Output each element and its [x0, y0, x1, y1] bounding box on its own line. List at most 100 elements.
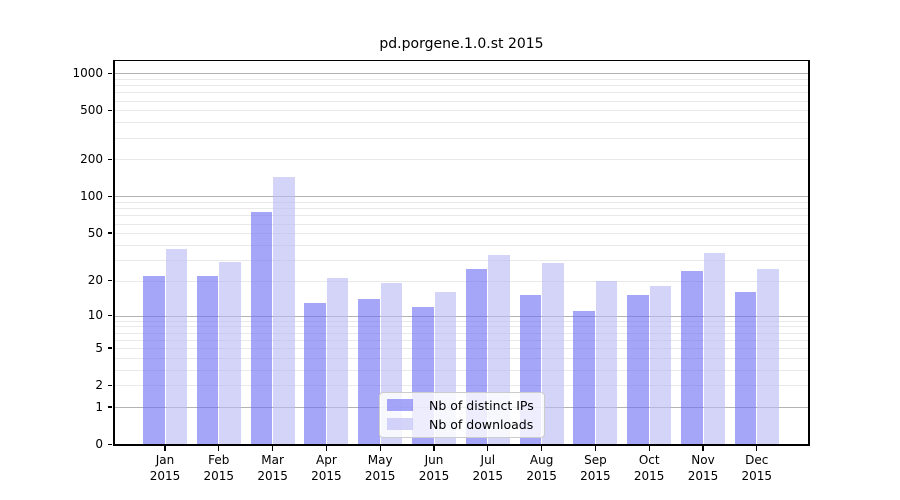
bar-downloads-jan: [165, 248, 187, 445]
minor-gridline: [114, 137, 809, 139]
bar-distinct-ips-nov: [681, 271, 703, 445]
minor-gridline: [114, 320, 809, 322]
minor-gridline: [114, 332, 809, 334]
minor-gridline: [114, 233, 809, 235]
minor-gridline: [114, 357, 809, 359]
minor-gridline: [114, 223, 809, 225]
x-tick: [756, 446, 758, 451]
bar-distinct-ips-mar: [250, 211, 273, 445]
y-tick: [107, 406, 112, 408]
minor-gridline: [114, 259, 809, 261]
minor-gridline: [114, 369, 809, 371]
x-tick: [648, 446, 650, 451]
minor-gridline: [114, 100, 809, 102]
minor-gridline: [114, 385, 809, 387]
bar-distinct-ips-apr: [304, 302, 326, 445]
legend-label: Nb of distinct IPs: [429, 397, 534, 413]
bar-distinct-ips-may: [358, 298, 380, 445]
y-tick-label: 100: [80, 188, 103, 203]
y-tick-label: 1: [95, 399, 103, 414]
y-tick: [107, 72, 112, 74]
legend-swatch-distinct-ips: [387, 399, 413, 411]
y-tick: [107, 109, 112, 112]
y-tick-label: 20: [87, 273, 103, 288]
minor-gridline: [114, 110, 809, 112]
y-tick: [107, 232, 112, 234]
x-tick: [271, 446, 274, 451]
x-tick: [433, 446, 435, 451]
x-tick: [702, 446, 704, 451]
x-tick-label: Sep 2015: [580, 452, 611, 484]
minor-gridline: [114, 215, 809, 217]
chart-title: pd.porgene.1.0.st 2015: [379, 36, 544, 52]
bar-downloads-dec: [757, 269, 779, 445]
bar-downloads-sep: [595, 280, 618, 445]
legend: Nb of distinct IPs Nb of downloads: [379, 391, 545, 438]
y-tick-label: 200: [80, 151, 103, 166]
x-tick: [379, 446, 381, 451]
legend-swatch-downloads: [387, 418, 413, 430]
major-gridline: [114, 73, 809, 75]
x-tick-label: Jul 2015: [472, 452, 504, 484]
x-tick: [218, 446, 220, 451]
x-tick: [164, 446, 166, 451]
x-tick-label: Jan 2015: [149, 452, 181, 484]
minor-gridline: [114, 326, 809, 328]
minor-gridline: [114, 244, 809, 246]
bar-downloads-nov: [703, 253, 725, 445]
x-tick-label: Dec 2015: [741, 452, 773, 484]
bar-distinct-ips-feb: [196, 275, 219, 445]
bar-distinct-ips-jan: [143, 275, 165, 445]
y-tick: [107, 384, 112, 386]
x-tick: [540, 446, 543, 451]
y-tick: [107, 195, 112, 198]
minor-gridline: [114, 85, 809, 87]
y-tick: [107, 280, 112, 282]
major-gridline: [114, 196, 809, 198]
minor-gridline: [114, 78, 809, 80]
minor-gridline: [114, 202, 809, 204]
bar-downloads-oct: [649, 286, 672, 445]
y-tick: [107, 158, 112, 161]
legend-item-distinct-ips: Nb of distinct IPs: [380, 398, 544, 413]
x-tick-label: May 2015: [364, 452, 396, 484]
x-tick-label: Mar 2015: [257, 452, 288, 484]
bar-distinct-ips-sep: [573, 310, 595, 445]
minor-gridline: [114, 280, 809, 282]
minor-gridline: [114, 208, 809, 210]
spine-left: [113, 59, 115, 446]
x-tick: [487, 446, 489, 451]
minor-gridline: [114, 122, 809, 124]
minor-gridline: [114, 92, 809, 94]
y-tick: [107, 314, 112, 317]
bar-distinct-ips-oct: [627, 295, 649, 445]
bar-distinct-ips-dec: [734, 292, 757, 445]
bar-downloads-apr: [326, 278, 349, 445]
y-tick-label: 10: [87, 308, 103, 322]
y-tick-label: 5: [95, 340, 103, 355]
minor-gridline: [114, 339, 809, 341]
plot-area: 0 1 2 5 10 20 50 100 200 500 1000 Jan 2015 Feb 2015 M…: [72, 59, 810, 483]
y-tick-label: 1000: [72, 65, 103, 80]
x-tick-label: Nov 2015: [687, 452, 719, 484]
x-tick: [325, 446, 328, 451]
y-tick-label: 50: [87, 225, 103, 240]
x-tick-label: Apr 2015: [311, 452, 342, 484]
y-tick: [107, 443, 112, 445]
x-tick-label: Jun 2015: [418, 452, 450, 484]
spine-top: [113, 59, 810, 62]
legend-item-downloads: Nb of downloads: [380, 417, 544, 432]
bar-downloads-feb: [219, 261, 241, 445]
minor-gridline: [114, 159, 809, 161]
x-tick-label: Aug 2015: [526, 452, 557, 484]
bar-downloads-aug: [542, 263, 564, 445]
spine-right: [808, 59, 810, 446]
x-tick-label: Oct 2015: [633, 452, 665, 484]
bar-downloads-mar: [273, 176, 295, 445]
x-tick-label: Feb 2015: [203, 452, 235, 484]
y-tick-label: 2: [95, 377, 103, 392]
major-gridline: [114, 315, 809, 317]
x-tick: [594, 446, 597, 451]
legend-label: Nb of downloads: [429, 416, 534, 432]
y-tick: [107, 347, 112, 349]
